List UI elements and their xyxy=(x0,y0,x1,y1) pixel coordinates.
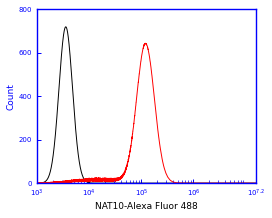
X-axis label: NAT10-Alexa Fluor 488: NAT10-Alexa Fluor 488 xyxy=(95,202,198,211)
Y-axis label: Count: Count xyxy=(7,83,16,110)
